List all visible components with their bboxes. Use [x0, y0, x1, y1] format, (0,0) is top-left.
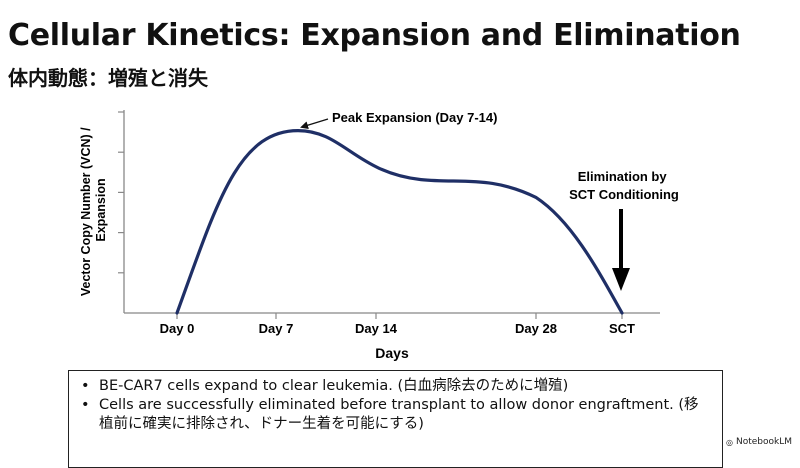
x-tick-label: Day 14: [355, 321, 398, 336]
kinetics-chart: Days Vector Copy Number (VCN) / Expansio…: [79, 110, 679, 361]
x-tick-label: SCT: [609, 321, 635, 336]
x-tick-label: Day 7: [259, 321, 294, 336]
x-tick-marks: [176, 313, 623, 319]
notes-box: • BE-CAR7 cells expand to clear leukemia…: [68, 370, 723, 468]
peak-annotation-label: Peak Expansion (Day 7-14): [332, 110, 497, 125]
y-axis-title-line-2: Expansion: [94, 178, 108, 241]
slide-subtitle: 体内動態：増殖と消失: [8, 66, 208, 90]
elimination-label-line-1: Elimination by: [578, 169, 668, 184]
x-axis-title: Days: [375, 345, 409, 361]
y-axis-title: Vector Copy Number (VCN) / Expansion: [79, 124, 108, 296]
notebooklm-watermark: ◎ NotebookLM: [726, 437, 792, 447]
elimination-label-line-2: SCT Conditioning: [569, 187, 679, 202]
notebooklm-icon: ◎: [725, 437, 733, 447]
x-tick-label: Day 0: [160, 321, 195, 336]
x-tick-label: Day 28: [515, 321, 557, 336]
bullet-marker: •: [81, 378, 90, 394]
note-text: Cells are successfully eliminated before…: [99, 397, 699, 432]
y-axis-title-line-1: Vector Copy Number (VCN) /: [79, 127, 93, 296]
elimination-arrow-head: [612, 268, 630, 291]
note-item-eliminate: • Cells are successfully eliminated befo…: [81, 396, 710, 434]
y-tick-marks: [118, 111, 124, 274]
peak-annotation-arrow: [300, 118, 329, 130]
watermark-label: NotebookLM: [735, 437, 792, 447]
note-item-expand: • BE-CAR7 cells expand to clear leukemia…: [81, 377, 710, 396]
bullet-marker: •: [81, 397, 90, 413]
note-text: BE-CAR7 cells expand to clear leukemia. …: [99, 378, 569, 394]
elimination-annotation-label: Elimination by SCT Conditioning: [569, 169, 679, 202]
slide-title: Cellular Kinetics: Expansion and Elimina…: [8, 18, 741, 53]
expansion-curve: [175, 128, 624, 315]
